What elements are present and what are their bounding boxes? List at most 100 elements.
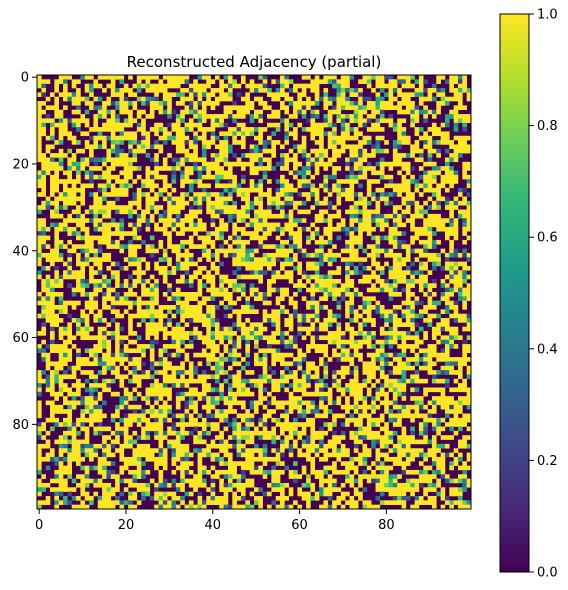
heatmap-cell bbox=[219, 248, 224, 254]
heatmap-cell bbox=[37, 101, 42, 106]
heatmap-cell bbox=[401, 135, 407, 141]
heatmap-cell bbox=[110, 296, 116, 301]
heatmap-cell bbox=[431, 265, 437, 271]
heatmap-cell bbox=[145, 287, 151, 293]
heatmap-cell bbox=[332, 283, 337, 288]
heatmap-cell bbox=[219, 235, 224, 241]
heatmap-cell bbox=[180, 96, 185, 102]
heatmap-cell bbox=[67, 248, 73, 254]
heatmap-cell bbox=[71, 292, 77, 297]
heatmap-cell bbox=[123, 265, 129, 271]
heatmap-cell bbox=[45, 309, 51, 314]
heatmap-cell bbox=[375, 135, 381, 141]
heatmap-cell bbox=[384, 361, 389, 367]
heatmap-cell bbox=[128, 417, 133, 423]
heatmap-cell bbox=[275, 270, 281, 275]
heatmap-cell bbox=[423, 348, 428, 354]
heatmap-cell bbox=[171, 374, 177, 380]
heatmap-cell bbox=[466, 417, 472, 423]
heatmap-cell bbox=[162, 374, 168, 380]
heatmap-cell bbox=[71, 166, 77, 171]
heatmap-cell bbox=[102, 144, 107, 150]
heatmap-cell bbox=[306, 365, 311, 371]
heatmap-cell bbox=[427, 352, 433, 358]
heatmap-cell bbox=[93, 344, 99, 349]
heatmap-cell bbox=[258, 114, 263, 119]
heatmap-cell bbox=[132, 192, 138, 197]
heatmap-cell bbox=[297, 326, 303, 332]
heatmap-cell bbox=[58, 213, 64, 219]
heatmap-cell bbox=[84, 313, 90, 319]
heatmap-cell bbox=[232, 383, 237, 388]
heatmap-cell bbox=[384, 378, 389, 384]
heatmap-cell bbox=[405, 75, 411, 80]
heatmap-cell bbox=[440, 196, 446, 202]
heatmap-cell bbox=[76, 352, 81, 358]
heatmap-cell bbox=[197, 114, 203, 119]
heatmap-cell bbox=[97, 131, 103, 137]
heatmap-cell bbox=[293, 88, 298, 93]
heatmap-cell bbox=[258, 322, 263, 328]
heatmap-cell bbox=[336, 118, 342, 124]
heatmap-cell bbox=[457, 200, 463, 206]
heatmap-cell bbox=[349, 239, 355, 245]
heatmap-cell bbox=[219, 391, 224, 397]
heatmap-cell bbox=[89, 370, 94, 375]
heatmap-cell bbox=[106, 322, 112, 328]
heatmap-cell bbox=[310, 127, 316, 132]
heatmap-cell bbox=[431, 131, 437, 137]
heatmap-cell bbox=[362, 339, 368, 345]
heatmap-cell bbox=[301, 127, 307, 132]
heatmap-cell bbox=[245, 205, 250, 210]
heatmap-cell bbox=[175, 413, 181, 419]
heatmap-cell bbox=[457, 383, 463, 388]
heatmap-cell bbox=[384, 352, 389, 358]
heatmap-cell bbox=[345, 174, 350, 180]
heatmap-cell bbox=[227, 278, 233, 284]
heatmap-cell bbox=[293, 396, 298, 401]
heatmap-cell bbox=[240, 292, 246, 297]
heatmap-cell bbox=[336, 370, 342, 375]
heatmap-cell bbox=[310, 231, 316, 236]
heatmap-cell bbox=[453, 196, 459, 202]
heatmap-cell bbox=[210, 344, 216, 349]
heatmap-cell bbox=[254, 404, 259, 410]
heatmap-cell bbox=[110, 309, 116, 314]
heatmap-cell bbox=[297, 148, 303, 154]
heatmap-cell bbox=[188, 157, 194, 163]
heatmap-cell bbox=[106, 75, 112, 80]
heatmap-cell bbox=[327, 270, 333, 275]
heatmap-cell bbox=[119, 88, 125, 93]
heatmap-cell bbox=[63, 422, 68, 427]
heatmap-cell bbox=[401, 131, 407, 137]
heatmap-cell bbox=[67, 270, 73, 275]
heatmap-cell bbox=[206, 92, 211, 97]
heatmap-cell bbox=[84, 396, 90, 401]
heatmap-cell bbox=[119, 161, 125, 167]
heatmap-cell bbox=[245, 344, 250, 349]
heatmap-cell bbox=[67, 326, 73, 332]
heatmap-cell bbox=[353, 309, 359, 314]
heatmap-cell bbox=[76, 417, 81, 423]
heatmap-cell bbox=[431, 140, 437, 145]
heatmap-cell bbox=[401, 274, 407, 280]
heatmap-cell bbox=[158, 396, 164, 401]
heatmap-cell bbox=[319, 127, 324, 132]
heatmap-cell bbox=[414, 200, 420, 206]
heatmap-cell bbox=[288, 391, 294, 397]
heatmap-cell bbox=[132, 200, 138, 206]
heatmap-cell bbox=[71, 374, 77, 380]
heatmap-cell bbox=[275, 161, 281, 167]
heatmap-cell bbox=[162, 348, 168, 354]
heatmap-cell bbox=[132, 105, 138, 111]
heatmap-cell bbox=[154, 326, 159, 332]
heatmap-cell bbox=[462, 396, 467, 401]
heatmap-cell bbox=[197, 244, 203, 249]
heatmap-cell bbox=[414, 335, 420, 341]
heatmap-cell bbox=[41, 170, 46, 176]
heatmap-cell bbox=[332, 257, 337, 262]
heatmap-cell bbox=[236, 235, 242, 241]
heatmap-cell bbox=[240, 96, 246, 102]
heatmap-cell bbox=[444, 344, 450, 349]
heatmap-cell bbox=[379, 248, 385, 254]
